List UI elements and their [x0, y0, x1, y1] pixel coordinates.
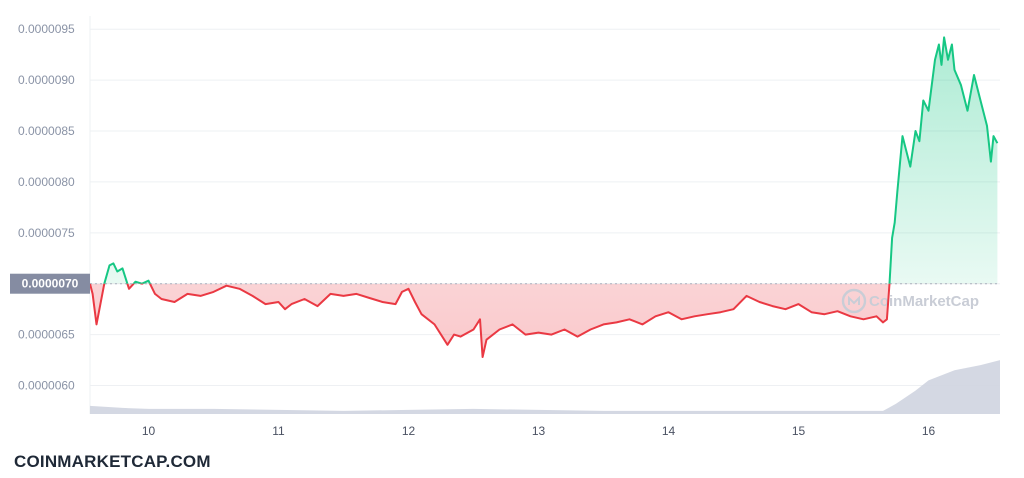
y-tick-label: 0.0000085: [18, 124, 75, 138]
price-line-up: [89, 36, 999, 284]
reference-label: 0.0000070: [10, 273, 90, 294]
y-tick-label: 0.0000075: [18, 226, 75, 240]
y-tick-label: 0.0000065: [18, 328, 75, 342]
watermark-text: CoinMarketCap: [869, 293, 979, 310]
price-area-down: [90, 283, 890, 357]
price-area-fill: [90, 37, 998, 357]
x-tick-label: 16: [922, 424, 936, 438]
y-tick-label: 0.0000095: [18, 22, 75, 36]
y-tick-label: 0.0000080: [18, 175, 75, 189]
price-line: [89, 36, 999, 358]
reference-label-box: [10, 273, 90, 294]
x-tick-label: 14: [662, 424, 676, 438]
volume-area: [90, 360, 1000, 414]
price-area-up: [90, 37, 998, 284]
coinmarketcap-logo-icon: [841, 288, 867, 314]
footer-brand: COINMARKETCAP.COM: [14, 452, 211, 471]
watermark: CoinMarketCap: [841, 288, 979, 314]
y-tick-label: 0.0000090: [18, 73, 75, 87]
x-tick-label: 12: [402, 424, 416, 438]
x-axis-ticks: 10 11 12 13 14 15 16: [142, 424, 936, 438]
volume-series: [90, 360, 1000, 414]
reference-label-text: 0.0000070: [22, 277, 79, 291]
y-axis-ticks: 0.0000095 0.0000090 0.0000085 0.0000080 0.00…: [18, 22, 75, 392]
y-tick-label: 0.0000060: [18, 378, 75, 392]
x-tick-label: 11: [272, 424, 285, 438]
x-tick-label: 15: [792, 424, 806, 438]
x-tick-label: 10: [142, 424, 156, 438]
price-line-down: [89, 283, 891, 358]
grid-lines: [89, 16, 1000, 414]
x-tick-label: 13: [532, 424, 546, 438]
